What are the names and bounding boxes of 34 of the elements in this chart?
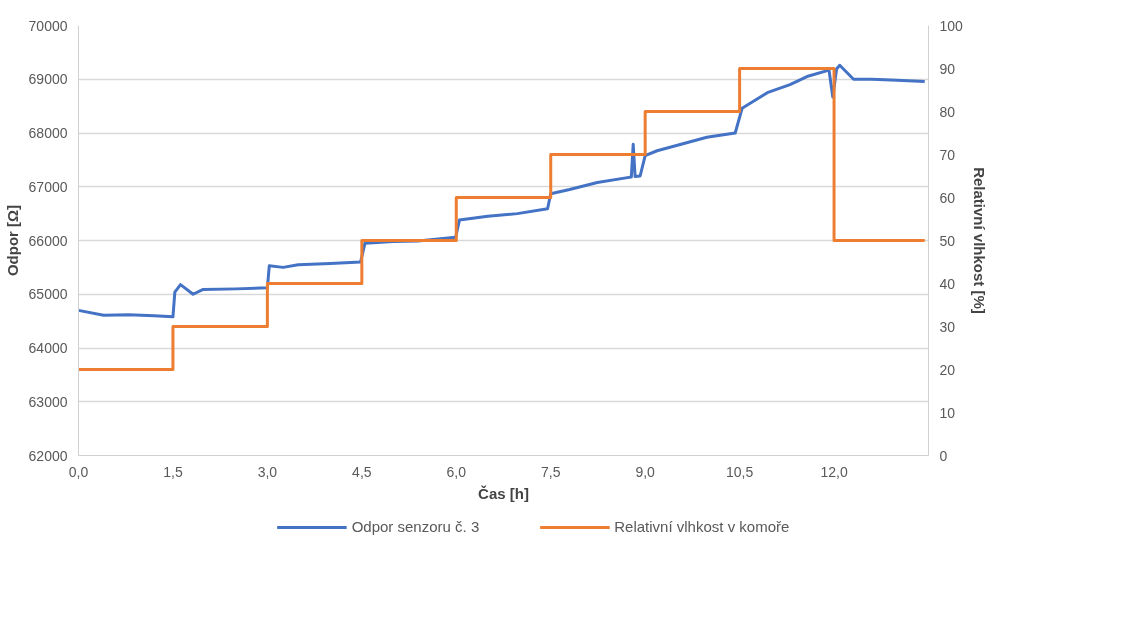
x-tick-label: 1,5 bbox=[163, 463, 183, 480]
y2-tick-label: 100 bbox=[939, 17, 964, 34]
y-tick-label: 68000 bbox=[28, 125, 68, 141]
y-tick-label: 65000 bbox=[28, 286, 68, 303]
y2-tick-label: 80 bbox=[939, 103, 956, 120]
y-tick-label: 62000 bbox=[28, 447, 68, 464]
legend-label: Odpor senzoru č. 3 bbox=[351, 518, 480, 535]
x-tick-label: 3,0 bbox=[257, 463, 278, 480]
y2-tick-label: 20 bbox=[939, 361, 956, 378]
y2-tick-label: 70 bbox=[939, 146, 956, 163]
y-tick-label: 66000 bbox=[28, 232, 68, 249]
y-axis-title: Odpor [Ω] bbox=[3, 204, 21, 277]
x-tick-label: 9,0 bbox=[635, 463, 656, 480]
y-tick-label: 64000 bbox=[28, 340, 68, 356]
y2-tick-label: 60 bbox=[939, 189, 956, 206]
y2-tick-label: 40 bbox=[939, 275, 956, 292]
x-tick-label: 7,5 bbox=[540, 463, 561, 480]
y2-tick-label: 30 bbox=[939, 318, 956, 335]
y2-tick-label: 90 bbox=[939, 60, 956, 77]
y2-tick-label: 50 bbox=[939, 232, 956, 249]
x-axis-title: Čas [h] bbox=[478, 484, 529, 502]
x-tick-label: 10,5 bbox=[725, 463, 754, 480]
y2-tick-label: 10 bbox=[939, 404, 956, 421]
x-tick-label: 0,0 bbox=[68, 463, 89, 480]
x-tick-label: 4,5 bbox=[352, 463, 372, 480]
y-tick-label: 67000 bbox=[28, 178, 68, 195]
legend-label: Relativní vlhkost v komoře bbox=[614, 518, 790, 535]
y-tick-label: 63000 bbox=[28, 393, 68, 410]
y2-axis-title: Relativní vlhkost [%] bbox=[970, 167, 988, 314]
y2-tick-label: 0 bbox=[939, 447, 948, 464]
y-tick-label: 69000 bbox=[28, 71, 68, 88]
y-tick-label: 70000 bbox=[28, 17, 68, 34]
x-tick-label: 6,0 bbox=[446, 463, 467, 480]
x-tick-label: 12,0 bbox=[820, 463, 848, 480]
